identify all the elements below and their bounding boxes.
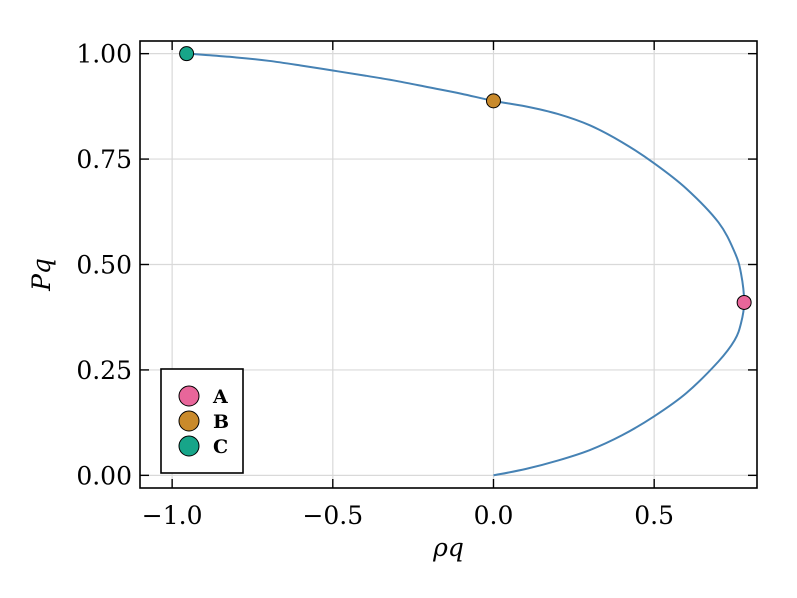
point-b (485, 93, 501, 109)
point-c (179, 46, 195, 62)
tick-labels: −1.0 −0.5 0.0 0.5 0.00 0.25 0.50 0.75 1.00 (76, 40, 674, 530)
x-tick-label: 0.5 (634, 501, 674, 530)
ticks (140, 41, 757, 488)
x-tick-label: −0.5 (302, 501, 363, 530)
y-tick-label: 0.00 (76, 461, 132, 490)
y-tick-label: 0.25 (76, 356, 132, 385)
x-tick-label: 0.0 (474, 501, 514, 530)
legend-label-a: A (212, 386, 228, 408)
y-axis-label: Pq (27, 258, 56, 292)
x-tick-label: −1.0 (142, 501, 203, 530)
legend-label-b: B (213, 411, 229, 433)
point-a (736, 294, 752, 310)
points-layer (179, 46, 752, 310)
curve-line (188, 52, 746, 477)
legend-label-c: C (213, 436, 228, 458)
legend-marker-b (178, 410, 200, 432)
legend-marker-c (178, 435, 200, 457)
y-tick-label: 0.75 (76, 145, 132, 174)
legend-box (160, 368, 244, 474)
curve-layer (188, 52, 746, 477)
y-tick-label: 1.00 (76, 40, 132, 69)
x-axis-label: ρq (432, 533, 464, 562)
legend: ABC (160, 368, 244, 474)
legend-marker-a (178, 385, 200, 407)
y-tick-label: 0.50 (76, 251, 132, 280)
